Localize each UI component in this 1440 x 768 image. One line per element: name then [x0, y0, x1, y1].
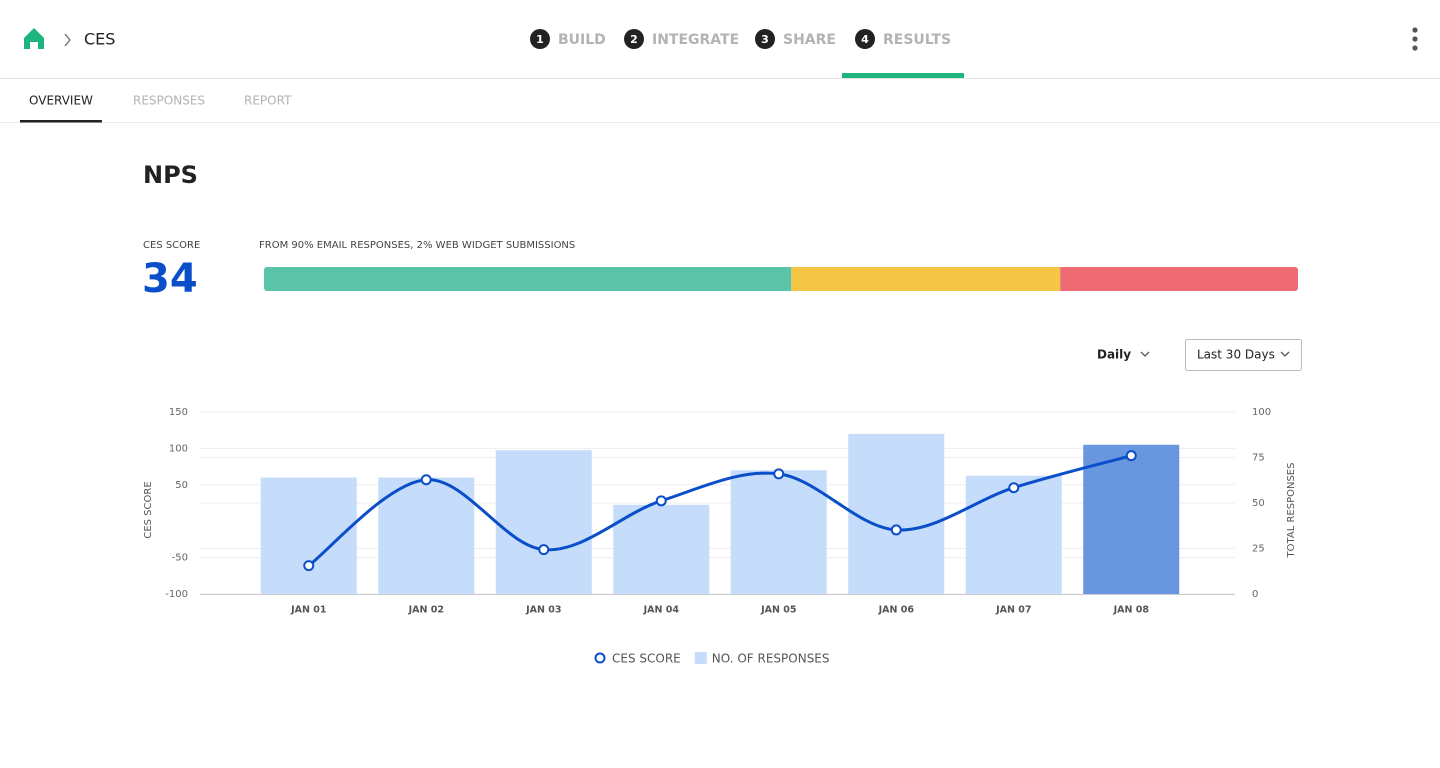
x-tick-label: JAN 04 [643, 605, 680, 616]
legend-label: NO. OF RESPONSES [712, 652, 830, 666]
interval-select[interactable]: Daily [1097, 348, 1150, 362]
y2-tick-label: 25 [1252, 544, 1265, 555]
bar [378, 477, 475, 594]
score-label: CES SCORE [143, 240, 200, 251]
legend-marker [594, 652, 606, 664]
step-badge [855, 29, 875, 49]
line [307, 454, 1132, 567]
x-tick-label: JAN 08 [1113, 605, 1150, 616]
y2-tick-label: 50 [1252, 498, 1265, 509]
step-number: 1 [536, 33, 544, 46]
tab[interactable]: OVERVIEW [29, 94, 93, 108]
point [773, 468, 785, 480]
bar [1083, 444, 1180, 594]
step-label: RESULTS [883, 32, 951, 48]
range-label: Last 30 Days [1197, 348, 1275, 362]
home-button[interactable] [24, 28, 44, 49]
active-step-indicator [842, 73, 965, 78]
step-number: 2 [630, 33, 638, 46]
bar [848, 433, 945, 594]
y-tick-label: -50 [172, 553, 188, 564]
step-number: 4 [861, 33, 869, 46]
x-tick-label: JAN 03 [525, 605, 561, 616]
point [303, 560, 315, 572]
y2-tick-label: 0 [1252, 589, 1258, 600]
step-label: INTEGRATE [652, 32, 739, 48]
active-tab-indicator [20, 120, 102, 123]
point [420, 474, 432, 486]
step-label: BUILD [558, 32, 606, 48]
y-tick-label: 100 [169, 443, 188, 454]
bar [495, 450, 592, 594]
legend-label: CES SCORE [612, 652, 681, 666]
y2-tick-label: 100 [1252, 407, 1271, 418]
step-badge [624, 29, 644, 49]
y-tick-label: 150 [169, 407, 188, 418]
y-tick-label: 50 [175, 480, 188, 491]
score-segment [264, 267, 792, 291]
step[interactable]: 2 INTEGRATE [624, 29, 739, 49]
x-tick-label: JAN 01 [290, 605, 326, 616]
point [1125, 450, 1137, 462]
x-tick-label: JAN 06 [878, 605, 915, 616]
y-tick-label: -100 [165, 589, 188, 600]
point [655, 495, 667, 507]
section-title: NPS [143, 161, 198, 189]
step[interactable]: 3 SHARE [755, 29, 836, 49]
breadcrumb[interactable]: CES [84, 30, 115, 49]
y-axis-title: CES SCORE [143, 481, 154, 538]
point [890, 524, 902, 536]
score-segment [1060, 267, 1298, 291]
tab[interactable]: REPORT [244, 94, 292, 108]
x-tick-label: JAN 07 [995, 605, 1031, 616]
step-badge [755, 29, 775, 49]
step[interactable]: 1 BUILD [530, 29, 606, 49]
interval-label: Daily [1097, 348, 1131, 362]
more-menu[interactable] [1412, 27, 1418, 51]
score-value: 34 [142, 256, 198, 302]
step-number: 3 [761, 33, 769, 46]
score-source: FROM 90% EMAIL RESPONSES, 2% WEB WIDGET … [259, 240, 575, 251]
step-label: SHARE [783, 32, 836, 48]
x-tick-label: JAN 02 [408, 605, 444, 616]
breadcrumb-chevron [64, 33, 71, 47]
point [538, 544, 550, 556]
y2-axis-title: TOTAL RESPONSES [1286, 463, 1297, 559]
bar [965, 475, 1062, 594]
tab[interactable]: RESPONSES [133, 94, 205, 108]
y2-tick-label: 75 [1252, 453, 1265, 464]
x-tick-label: JAN 05 [760, 605, 796, 616]
range-select[interactable]: Last 30 Days [1185, 339, 1302, 371]
point [1008, 482, 1020, 494]
legend-marker [694, 652, 707, 664]
bar [730, 470, 827, 594]
bar [613, 504, 710, 594]
step[interactable]: 4 RESULTS [855, 29, 951, 49]
step-badge [530, 29, 550, 49]
legend-item[interactable]: CES SCORE [594, 652, 681, 666]
score-segment [791, 267, 1061, 291]
legend-item[interactable]: NO. OF RESPONSES [694, 652, 830, 666]
